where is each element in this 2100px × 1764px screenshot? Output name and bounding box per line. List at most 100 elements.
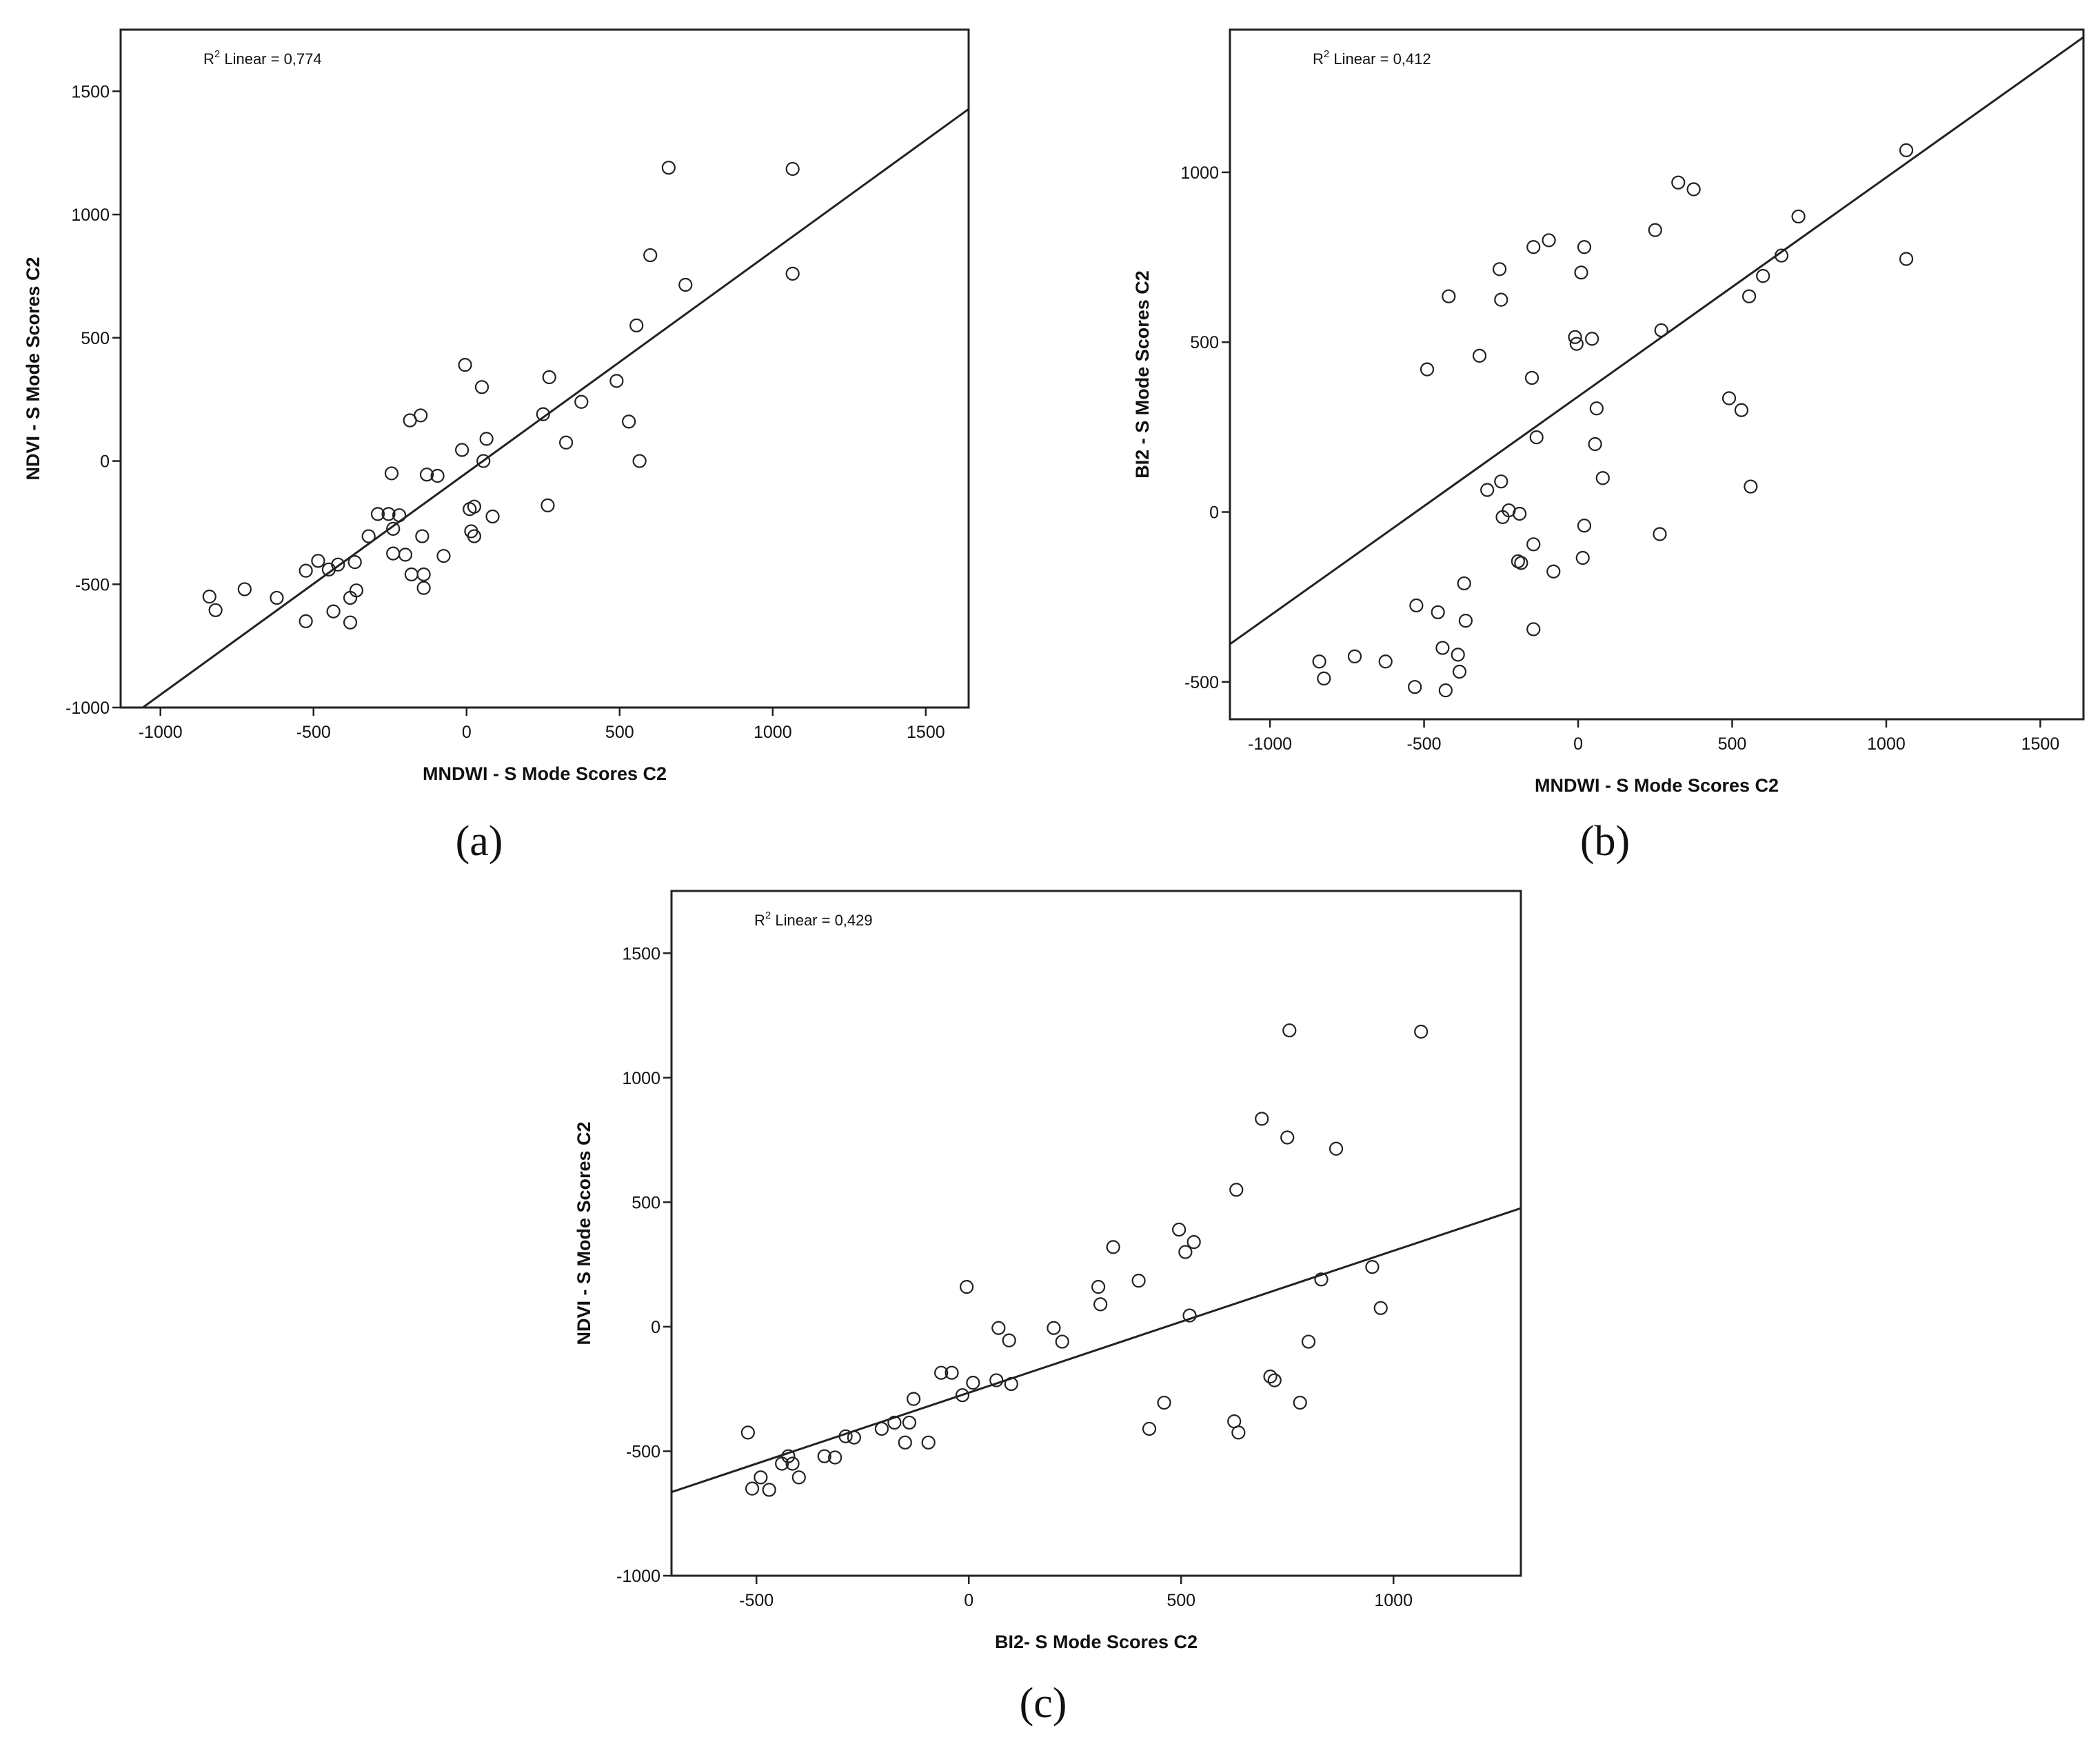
chart-0-data-point bbox=[467, 529, 481, 543]
chart-1-data-point bbox=[1529, 430, 1544, 445]
chart-1-data-point bbox=[1654, 323, 1668, 338]
chart-2-data-point bbox=[1142, 1421, 1157, 1436]
chart-1-x-tick-label: 1000 bbox=[1867, 734, 1906, 754]
chart-1-caption: (b) bbox=[1580, 818, 1630, 865]
chart-2-data-point bbox=[1314, 1272, 1329, 1287]
chart-0-data-point bbox=[661, 161, 676, 175]
scatter-panel-b: -1000 -500 0 500 1000 1500 -500 0 500 1000 MNDWI -… bbox=[1132, 28, 2085, 865]
chart-0-data-point bbox=[455, 443, 470, 457]
chart-2-data-point bbox=[887, 1415, 902, 1430]
chart-0-data-point bbox=[361, 529, 376, 543]
chart-1-y-tick-label: 1000 bbox=[1180, 163, 1219, 183]
chart-1-data-point bbox=[1408, 680, 1422, 694]
chart-2-x-axis-label: BI2- S Mode Scores C2 bbox=[995, 1632, 1198, 1652]
chart-2-data-point bbox=[1293, 1395, 1307, 1410]
chart-1-data-point bbox=[1480, 483, 1495, 497]
chart-2-data-point bbox=[791, 1470, 806, 1485]
chart-0-data-point bbox=[476, 454, 491, 468]
chart-1-data-point bbox=[1513, 506, 1527, 521]
chart-2-x-tick-label: 0 bbox=[964, 1591, 973, 1610]
chart-0-caption: (a) bbox=[456, 818, 503, 865]
chart-1-data-point bbox=[1588, 437, 1602, 452]
chart-1-data-point bbox=[1774, 248, 1789, 263]
chart-1-data-point bbox=[1577, 519, 1592, 533]
chart-2-x-tick-label: -500 bbox=[739, 1591, 774, 1610]
chart-0-data-point bbox=[474, 380, 489, 394]
chart-0-data-point bbox=[202, 590, 216, 604]
chart-1-data-point bbox=[1686, 182, 1701, 197]
chart-1-x-tick-label: 0 bbox=[1573, 734, 1583, 754]
chart-1-data-point bbox=[1494, 474, 1508, 489]
chart-1-data-point bbox=[1653, 527, 1667, 541]
chart-2-data-point bbox=[1301, 1334, 1316, 1349]
chart-2-data-point bbox=[1255, 1112, 1269, 1126]
chart-2-data-point bbox=[828, 1450, 842, 1465]
chart-2-data-point bbox=[1267, 1373, 1282, 1387]
chart-0-r2-annotation: R2 Linear = 0,774 bbox=[203, 48, 322, 68]
chart-2-data-point bbox=[781, 1449, 796, 1463]
chart-1-data-point bbox=[1435, 641, 1450, 655]
chart-1-data-point bbox=[1899, 252, 1914, 266]
chart-1-data-point bbox=[1568, 330, 1582, 344]
chart-0-plot-frame bbox=[119, 28, 970, 709]
chart-0-data-point bbox=[574, 394, 589, 409]
chart-1-y-axis-label: BI2 - S Mode Scores C2 bbox=[1132, 270, 1153, 479]
chart-0-data-point bbox=[479, 432, 494, 446]
chart-0-data-point bbox=[536, 407, 550, 421]
chart-0-data-point bbox=[643, 248, 658, 263]
chart-0-data-point bbox=[326, 604, 341, 619]
chart-1-data-point bbox=[1526, 240, 1541, 254]
chart-0-data-point bbox=[404, 567, 418, 582]
chart-2-data-point bbox=[762, 1483, 776, 1497]
chart-2-data-point bbox=[838, 1429, 853, 1443]
chart-1-r2-annotation: R2 Linear = 0,412 bbox=[1313, 48, 1431, 68]
chart-0-data-point bbox=[542, 370, 556, 385]
chart-1-y-tick-label: 0 bbox=[1209, 503, 1219, 523]
chart-0-x-tick-label: 500 bbox=[605, 723, 634, 742]
chart-0-data-point bbox=[299, 614, 313, 628]
chart-0-data-point bbox=[270, 590, 284, 605]
chart-1-data-point bbox=[1575, 550, 1590, 565]
chart-2-data-point bbox=[1182, 1308, 1197, 1323]
chart-2-fit-line bbox=[672, 1207, 1521, 1494]
chart-1-data-point bbox=[1899, 143, 1914, 157]
chart-2-x-tick-label: 500 bbox=[1167, 1591, 1195, 1610]
chart-1-data-point bbox=[1577, 240, 1592, 254]
chart-0-x-tick-label: -1000 bbox=[139, 723, 183, 742]
chart-1-data-point bbox=[1514, 556, 1528, 570]
chart-0-data-point bbox=[299, 563, 313, 578]
chart-2-data-point bbox=[740, 1425, 755, 1440]
chart-2-data-point bbox=[991, 1321, 1006, 1335]
chart-2-data-point bbox=[1157, 1395, 1171, 1410]
chart-0-data-point bbox=[419, 468, 434, 482]
chart-2-data-point bbox=[1414, 1024, 1428, 1039]
chart-1-data-point bbox=[1756, 269, 1770, 283]
chart-0-x-axis-label: MNDWI - S Mode Scores C2 bbox=[423, 763, 667, 784]
chart-0-data-point bbox=[347, 555, 362, 570]
scatter-panel-c: -500 0 500 1000 -1000 -500 0 500 1000 1500 BI2- S … bbox=[574, 890, 1522, 1727]
chart-0-data-point bbox=[485, 509, 500, 524]
chart-0-data-point bbox=[416, 581, 431, 595]
chart-2-data-point bbox=[1263, 1370, 1278, 1384]
chart-2-data-point bbox=[945, 1365, 959, 1380]
chart-2-data-point bbox=[1055, 1334, 1069, 1349]
chart-1-data-point bbox=[1317, 671, 1331, 685]
chart-2-data-point bbox=[1047, 1321, 1061, 1335]
chart-1-data-point bbox=[1452, 664, 1467, 679]
chart-1-data-point bbox=[1442, 289, 1456, 303]
chart-2-data-point bbox=[874, 1421, 889, 1436]
chart-2-data-point bbox=[1280, 1130, 1295, 1145]
chart-1-data-point bbox=[1312, 654, 1326, 669]
chart-0-y-tick-label: -1000 bbox=[65, 699, 110, 718]
chart-0-data-point bbox=[414, 408, 428, 423]
chart-2-caption: (c) bbox=[1020, 1680, 1067, 1727]
chart-2-y-tick-label: -500 bbox=[626, 1442, 660, 1461]
chart-0-data-point bbox=[558, 435, 574, 450]
chart-2-y-tick-label: 500 bbox=[632, 1193, 660, 1212]
chart-2-data-point bbox=[1229, 1183, 1244, 1197]
chart-2-data-point bbox=[898, 1435, 912, 1450]
chart-1-data-point bbox=[1734, 403, 1749, 417]
chart-0-x-tick-label: 1000 bbox=[754, 723, 792, 742]
chart-0-data-point bbox=[458, 358, 472, 372]
